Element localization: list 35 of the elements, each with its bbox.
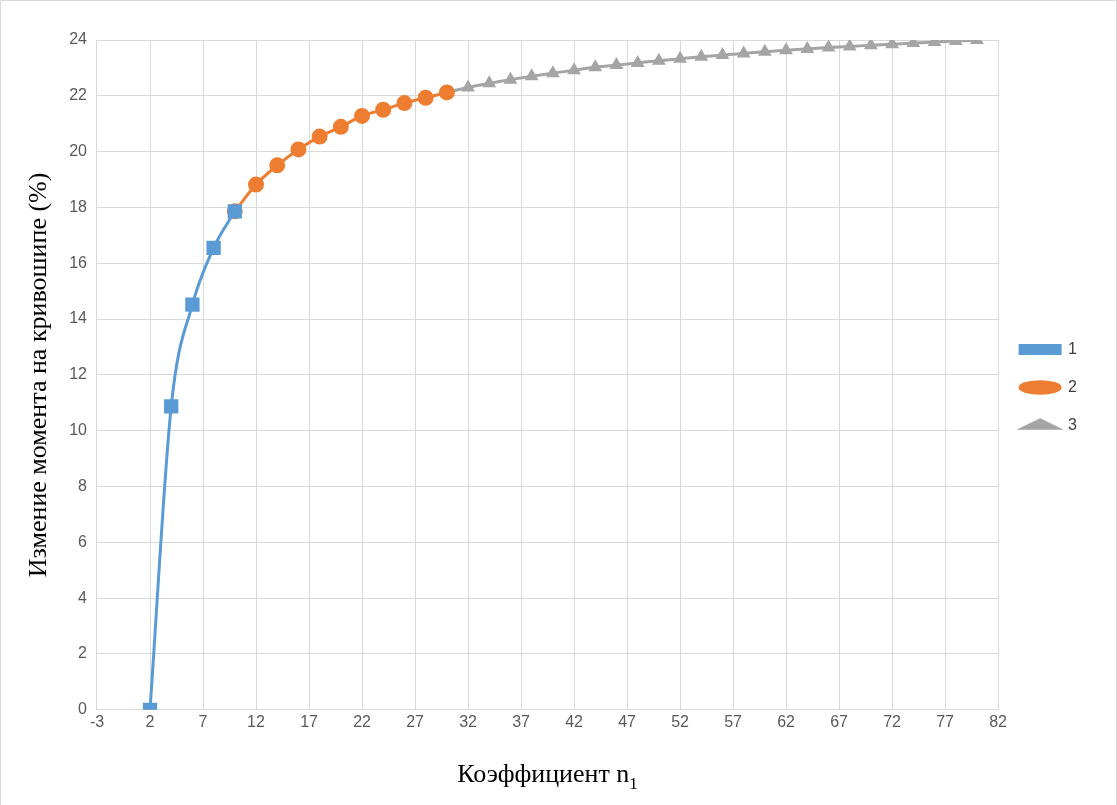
y-tick-label: 12	[69, 365, 88, 383]
x-tick-label: 32	[459, 712, 478, 730]
x-tick-label: 57	[724, 712, 743, 730]
y-tick-label: 22	[69, 86, 88, 104]
y-tick-label: 8	[78, 476, 88, 494]
x-tick-label: 47	[618, 712, 637, 730]
x-tick-label: 7	[198, 712, 208, 730]
x-tick-label: 62	[777, 712, 796, 730]
y-tick-label: 18	[69, 197, 88, 215]
y-tick-label: 10	[69, 421, 88, 439]
x-tick-label: 67	[830, 712, 849, 730]
y-tick-label: 2	[78, 644, 88, 662]
x-tick-label: 42	[565, 712, 584, 730]
x-tick-label: 82	[989, 712, 1008, 730]
y-tick-label: 16	[69, 253, 88, 271]
y-tick-label: 4	[78, 588, 88, 606]
legend-label: 1	[1068, 339, 1078, 357]
y-tick-label: 6	[78, 532, 88, 550]
y-tick-label: 14	[69, 309, 88, 327]
x-tick-label: 72	[883, 712, 902, 730]
x-tick-label: 52	[671, 712, 690, 730]
x-tick-label: 37	[512, 712, 531, 730]
x-tick-label: -3	[89, 712, 105, 730]
x-tick-label: 22	[353, 712, 372, 730]
x-tick-label: 27	[406, 712, 425, 730]
legend-label: 2	[1068, 377, 1078, 395]
x-tick-label: 2	[145, 712, 155, 730]
x-tick-label: 77	[936, 712, 955, 730]
legend-label: 3	[1068, 415, 1078, 433]
y-tick-label: 24	[69, 30, 88, 48]
y-axis-title: Измение момента на кривошипе (%)	[23, 172, 53, 578]
y-tick-label: 0	[78, 700, 88, 718]
y-tick-label: 20	[69, 142, 88, 160]
x-tick-label: 12	[247, 712, 266, 730]
x-tick-label: 17	[300, 712, 319, 730]
